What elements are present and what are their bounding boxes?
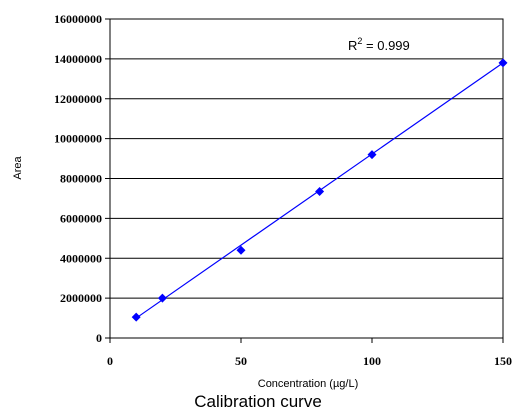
y-tick-label: 0: [96, 331, 102, 345]
y-tick-label: 10000000: [54, 132, 102, 146]
r-squared-annotation: R2 = 0.999: [348, 36, 410, 53]
y-tick-label: 6000000: [60, 211, 102, 225]
y-tick-label: 2000000: [60, 291, 102, 305]
y-tick-label: 16000000: [54, 12, 102, 26]
x-tick-label: 0: [107, 354, 113, 368]
data-point-marker: [131, 312, 141, 322]
x-tick-label: 150: [494, 354, 512, 368]
data-point-marker: [498, 58, 508, 68]
figure-caption: Calibration curve: [194, 392, 322, 411]
y-tick-label: 8000000: [60, 172, 102, 186]
data-point-marker: [236, 245, 246, 255]
grid-lines: [110, 58, 503, 299]
x-tick-label: 100: [363, 354, 381, 368]
x-axis-label: Concentration (µg/L): [258, 378, 359, 390]
data-point-marker: [367, 150, 377, 160]
y-axis-label: Area: [12, 156, 24, 180]
y-tick-label: 4000000: [60, 251, 102, 265]
x-tick-label: 50: [235, 354, 247, 368]
axis-ticks: 0 2000000 4000000 6000000 8000000 10000000 120…: [54, 12, 512, 368]
y-tick-label: 12000000: [54, 92, 102, 106]
data-points: [131, 58, 508, 322]
y-tick-label: 14000000: [54, 52, 102, 66]
data-point-marker: [157, 293, 167, 303]
data-point-marker: [315, 186, 325, 196]
